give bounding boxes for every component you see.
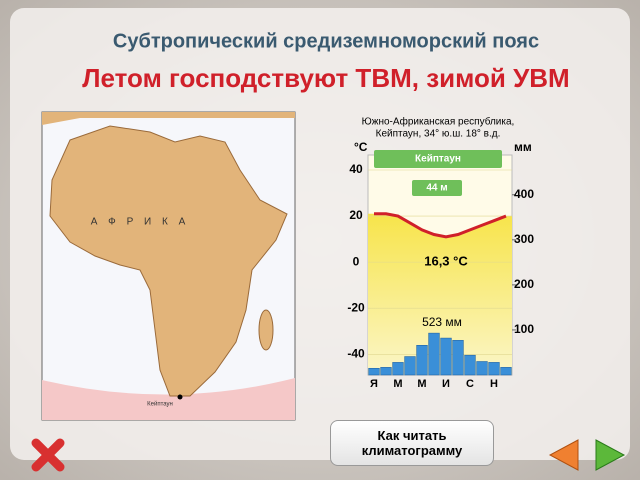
precip-bar [488,362,500,376]
y-tick-label: 40 [349,162,363,176]
precip-bar [380,367,392,376]
precip-bar [464,354,476,376]
station-box [374,150,502,168]
y-tick-label: 20 [349,208,363,222]
africa [49,125,288,397]
precip-bar [440,337,452,376]
month-label: И [442,378,450,390]
climatogram: Южно-Африканская республика, Кейптаун, 3… [347,116,534,390]
month-label: М [393,378,402,390]
map-land-north [42,112,295,125]
y2-tick-label: 200 [514,277,534,291]
precip-bar [368,367,380,376]
title: Субтропический средиземноморский пояс [113,30,539,52]
location-line: Южно-Африканская республика, [362,116,515,128]
y-tick-label: -20 [347,300,365,314]
y2-tick-label: 400 [514,187,534,201]
madagascar [258,309,274,351]
map: А Ф Р И К А Кейптаун [41,111,296,421]
station-label: Кейптаун [415,154,461,165]
precip-unit: мм [514,140,532,154]
month-label: Я [370,378,378,390]
y-tick-label: 0 [353,254,360,268]
elevation-box [412,180,462,196]
precip-bar [392,362,404,376]
y2-tick-label: 300 [514,232,534,246]
annual-precip: 523 мм [422,315,462,329]
month-label: Н [490,378,498,390]
temp-unit: °С [354,140,368,154]
location-line: Кейптаун, 34° ю.ш. 18° в.д. [376,129,501,140]
precip-bar [500,367,512,376]
annual-temp: 16,3 °С [424,253,468,268]
map-region-label: А Ф Р И К А [91,217,190,228]
temp-area [368,213,512,375]
elevation-label: 44 м [426,183,447,194]
precip-bar [476,361,488,376]
y-tick-label: -40 [347,346,365,360]
precip-bar [404,356,416,376]
how-to-read-button[interactable]: Как читать климатограмму [330,420,494,466]
y2-tick-label: 100 [514,322,534,336]
precip-bar [428,332,440,376]
precip-bar [452,340,464,376]
month-label: М [417,378,426,390]
city-dot [177,394,183,400]
map-shade [42,378,295,420]
precip-bar [416,345,428,376]
temp-line [374,212,507,239]
city-label: Кейптаун [147,401,173,408]
subtitle: Летом господствуют ТВМ, зимой УВМ [82,63,569,93]
month-label: С [466,378,474,390]
